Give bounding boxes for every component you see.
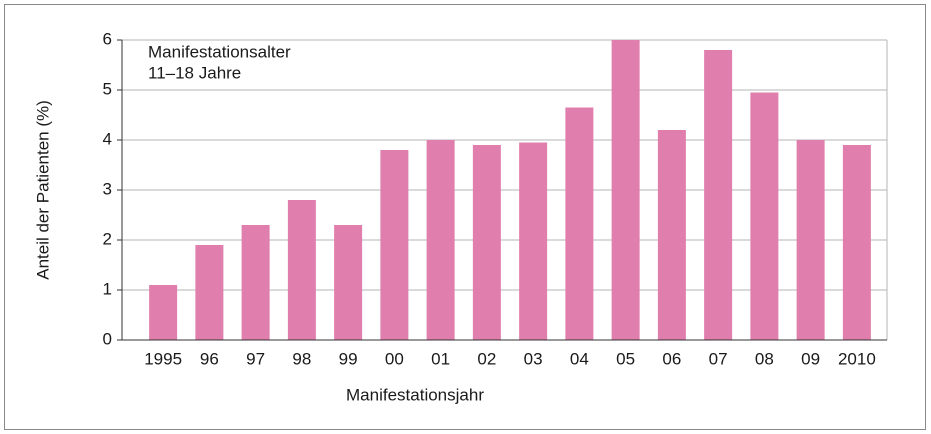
x-tick-label: 09: [801, 349, 820, 368]
y-tick-label: 4: [103, 129, 112, 148]
y-tick-label: 1: [103, 279, 112, 298]
bar: [195, 245, 224, 340]
x-tick-label: 07: [709, 349, 728, 368]
y-tick-label: 0: [103, 329, 112, 348]
x-tick-label: 03: [524, 349, 543, 368]
bar: [380, 150, 409, 340]
x-tick-label: 01: [431, 349, 450, 368]
x-axis-label: Manifestationsjahr: [346, 385, 484, 404]
x-tick-label: 96: [200, 349, 219, 368]
x-tick-label: 99: [339, 349, 358, 368]
bar: [565, 107, 594, 340]
bar: [149, 285, 178, 340]
x-tick-label: 04: [570, 349, 589, 368]
x-tick-label: 98: [292, 349, 311, 368]
annotation: Manifestationsalter: [148, 42, 291, 61]
x-tick-label: 06: [662, 349, 681, 368]
x-tick-label: 97: [246, 349, 265, 368]
bar: [334, 225, 363, 340]
bar: [750, 92, 779, 340]
y-tick-label: 6: [103, 29, 112, 48]
annotation: 11–18 Jahre: [148, 63, 241, 82]
x-tick-label: 00: [385, 349, 404, 368]
bar: [426, 140, 455, 340]
bar: [241, 225, 270, 340]
x-tick-label: 02: [477, 349, 496, 368]
y-tick-label: 3: [103, 179, 112, 198]
x-tick-label: 2010: [838, 349, 876, 368]
x-tick-label: 05: [616, 349, 635, 368]
bar: [611, 40, 640, 340]
bar: [657, 130, 686, 340]
bar: [519, 142, 548, 340]
bar: [704, 50, 733, 340]
annotation-box: [140, 43, 280, 89]
bar: [472, 145, 501, 340]
y-tick-label: 2: [103, 229, 112, 248]
y-tick-label: 5: [103, 79, 112, 98]
y-axis-label: Anteil der Patienten (%): [33, 100, 52, 280]
x-tick-label: 08: [755, 349, 774, 368]
bar: [287, 200, 316, 340]
bar: [842, 145, 871, 340]
x-tick-label: 1995: [144, 349, 182, 368]
bar: [796, 140, 825, 340]
frame: [4, 4, 926, 430]
